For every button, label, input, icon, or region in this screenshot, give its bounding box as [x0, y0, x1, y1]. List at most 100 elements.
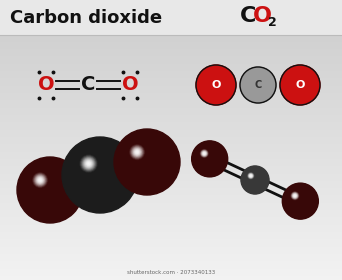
Bar: [0, 266, 342, 267]
Bar: [0, 144, 342, 145]
Bar: [0, 139, 342, 140]
Circle shape: [246, 171, 264, 189]
Circle shape: [295, 196, 306, 207]
Circle shape: [131, 146, 143, 158]
Bar: [0, 234, 342, 235]
Bar: [0, 23, 342, 24]
Bar: [0, 79, 342, 80]
Circle shape: [203, 152, 206, 155]
Bar: [0, 248, 342, 249]
Bar: [0, 99, 342, 100]
Circle shape: [299, 199, 302, 203]
Bar: [0, 68, 342, 69]
Circle shape: [202, 152, 217, 166]
Bar: [0, 8, 342, 9]
Circle shape: [196, 65, 236, 105]
Circle shape: [292, 193, 308, 209]
Bar: [0, 77, 342, 78]
Circle shape: [291, 192, 309, 210]
Circle shape: [86, 161, 91, 166]
Circle shape: [196, 145, 223, 173]
Bar: [0, 267, 342, 268]
Circle shape: [116, 131, 178, 193]
Circle shape: [282, 183, 318, 219]
Bar: [0, 278, 342, 279]
Bar: [0, 262, 342, 263]
Bar: [0, 271, 342, 272]
Circle shape: [195, 144, 224, 173]
Bar: [0, 2, 342, 3]
Bar: [0, 146, 342, 147]
Bar: [0, 0, 342, 1]
Bar: [0, 245, 342, 246]
Bar: [0, 12, 342, 13]
Bar: [0, 125, 342, 126]
Circle shape: [75, 150, 125, 200]
Circle shape: [38, 178, 62, 202]
Bar: [0, 113, 342, 114]
Circle shape: [81, 156, 96, 171]
Bar: [0, 188, 342, 189]
Bar: [0, 228, 342, 229]
Bar: [0, 38, 342, 39]
Bar: [0, 5, 342, 6]
Bar: [0, 225, 342, 226]
Bar: [0, 274, 342, 275]
Circle shape: [38, 178, 42, 182]
Bar: [0, 39, 342, 40]
Circle shape: [240, 67, 276, 103]
Bar: [0, 260, 342, 261]
Circle shape: [85, 160, 92, 167]
Bar: [0, 126, 342, 127]
Bar: [0, 197, 342, 198]
Circle shape: [251, 176, 259, 184]
Circle shape: [35, 175, 45, 185]
Bar: [0, 102, 342, 103]
Bar: [0, 129, 342, 130]
Circle shape: [88, 163, 90, 165]
Circle shape: [192, 141, 228, 177]
Circle shape: [194, 143, 225, 174]
Bar: [0, 162, 342, 163]
Circle shape: [289, 190, 312, 213]
Circle shape: [208, 157, 211, 161]
Bar: [0, 59, 342, 60]
Bar: [0, 224, 342, 225]
Bar: [0, 219, 342, 220]
Text: O: O: [295, 80, 305, 90]
Bar: [0, 227, 342, 228]
Bar: [0, 170, 342, 171]
Circle shape: [48, 188, 52, 192]
Bar: [0, 257, 342, 258]
Circle shape: [244, 168, 267, 192]
Bar: [0, 92, 342, 93]
Bar: [0, 66, 342, 67]
Bar: [0, 83, 342, 84]
Bar: [0, 88, 342, 89]
Circle shape: [135, 150, 140, 155]
Circle shape: [96, 171, 104, 179]
Circle shape: [134, 149, 141, 155]
Bar: [0, 167, 342, 168]
Circle shape: [19, 159, 81, 221]
Bar: [0, 191, 342, 192]
Text: C: C: [254, 80, 262, 90]
Bar: [0, 27, 342, 28]
Bar: [0, 122, 342, 123]
Circle shape: [288, 189, 312, 213]
Circle shape: [92, 167, 108, 183]
Bar: [0, 53, 342, 54]
Circle shape: [18, 158, 82, 222]
Bar: [0, 210, 342, 211]
Circle shape: [119, 134, 174, 190]
Bar: [0, 247, 342, 248]
Bar: [0, 237, 342, 238]
Bar: [0, 55, 342, 56]
FancyBboxPatch shape: [0, 0, 342, 35]
Circle shape: [253, 178, 257, 182]
Bar: [0, 50, 342, 51]
Circle shape: [203, 152, 216, 165]
Circle shape: [252, 177, 258, 183]
Text: Carbon dioxide: Carbon dioxide: [10, 9, 162, 27]
Circle shape: [253, 178, 257, 182]
